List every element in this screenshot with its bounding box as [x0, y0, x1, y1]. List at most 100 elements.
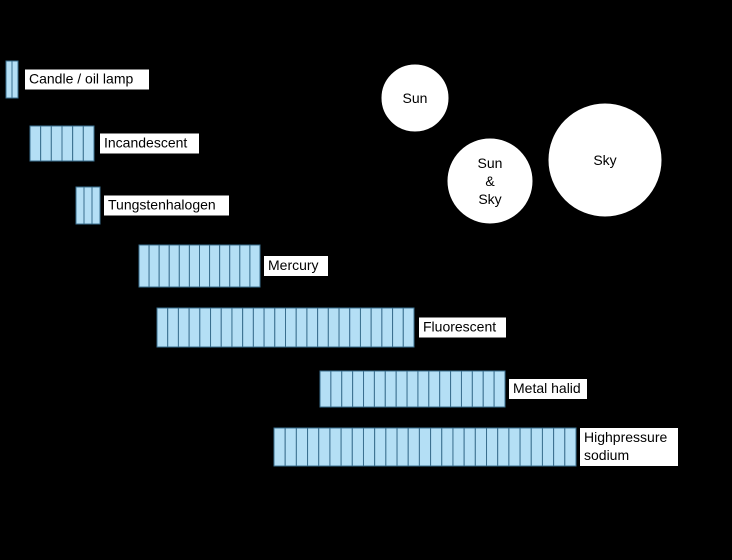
bar-segment: [392, 307, 404, 348]
bar-segment: [402, 307, 415, 348]
bar-segment: [327, 307, 340, 348]
bar-segment: [306, 307, 319, 348]
bar-segment: [178, 244, 190, 288]
bar-segment: [396, 427, 409, 467]
natural-light-sun: Sun: [380, 63, 450, 133]
bar-segment: [91, 186, 101, 225]
label-box: [419, 317, 506, 338]
label-box: [509, 379, 587, 399]
bar-segment: [229, 244, 241, 288]
bar-segment: [373, 370, 386, 408]
bar-segment: [362, 427, 376, 467]
natural-light-circles: Sun Sun & Sky Sky: [380, 63, 663, 225]
light-source-label: Incandescent: [104, 135, 187, 151]
bar-segment: [349, 307, 361, 348]
bar-segment: [497, 427, 510, 467]
bar-segment: [61, 125, 74, 162]
bar-segment: [5, 60, 13, 99]
bar-segment: [82, 125, 95, 162]
natural-light-circle: [380, 63, 450, 133]
bar-segment: [363, 370, 375, 408]
bar-segment: [210, 307, 222, 348]
bar-segment: [167, 307, 179, 348]
bar-segment: [285, 307, 297, 348]
bar-segment: [329, 427, 342, 467]
bar-segment: [72, 125, 84, 162]
bar-segment: [273, 427, 286, 467]
bar-segment: [50, 125, 63, 162]
bar-segment: [530, 427, 543, 467]
bar-segment: [541, 427, 555, 467]
light-source-highpressure-sodium: Highpressure sodium: [273, 427, 678, 467]
bar-segment: [519, 427, 532, 467]
bar-segment: [295, 427, 309, 467]
bar-segment: [407, 427, 420, 467]
light-source-label: Highpressure sodium: [584, 429, 667, 463]
bar-segment: [341, 370, 354, 408]
light-source-label: Fluorescent: [423, 319, 496, 335]
bar-segment: [359, 307, 372, 348]
bar-segment: [352, 370, 365, 408]
bar-segment: [430, 427, 443, 467]
bar-segment: [482, 370, 495, 408]
light-source-candle-oil-lamp: Candle / oil lamp: [5, 60, 149, 99]
light-source-label: Mercury: [268, 257, 319, 273]
bar-segment: [319, 370, 332, 408]
bar-segment: [338, 307, 351, 348]
bar-segment: [220, 307, 233, 348]
bar-segment: [156, 307, 169, 348]
light-source-label: Candle / oil lamp: [29, 71, 133, 87]
bar-segment: [439, 370, 452, 408]
bar-segment: [418, 427, 432, 467]
bar-segment: [381, 307, 394, 348]
bar-segment: [452, 427, 465, 467]
bar-segment: [508, 427, 521, 467]
bar-segment: [385, 427, 398, 467]
natural-light-sun-sky: Sun & Sky: [446, 137, 534, 225]
bar-segment: [417, 370, 430, 408]
light-source-mercury: Mercury: [138, 244, 328, 288]
bar-segment: [168, 244, 180, 288]
bar-segment: [177, 307, 190, 348]
bar-segment: [75, 186, 85, 225]
light-source-fluorescent: Fluorescent: [156, 307, 506, 348]
light-source-label: Tungstenhalogen: [108, 197, 216, 213]
bar-segment: [450, 370, 462, 408]
bar-segment: [351, 427, 364, 467]
label-box: [580, 428, 678, 466]
light-source-tungstenhalogen: Tungstenhalogen: [75, 186, 229, 225]
label-box: [25, 69, 149, 90]
natural-light-label: Sky: [593, 152, 616, 168]
bar-segment: [317, 307, 329, 348]
bar-segment: [370, 307, 383, 348]
bar-segment: [252, 307, 265, 348]
natural-light-circle: [547, 102, 663, 218]
natural-light-sky: Sky: [547, 102, 663, 218]
bar-segment: [158, 244, 170, 288]
bar-segment: [493, 370, 506, 408]
light-source-bars: Candle / oil lamp Incandescent Tungstenhal…: [5, 60, 678, 467]
label-box: [264, 256, 328, 276]
bar-segment: [199, 244, 211, 288]
bar-segment: [318, 427, 331, 467]
light-source-incandescent: Incandescent: [29, 125, 199, 162]
bar-segment: [239, 244, 251, 288]
bar-segment: [340, 427, 353, 467]
bar-segment: [284, 427, 297, 467]
label-box: [100, 133, 199, 154]
bar-segment: [441, 427, 454, 467]
bar-segment: [138, 244, 150, 288]
bar-segment: [83, 186, 93, 225]
bar-segment: [307, 427, 320, 467]
bar-segment: [188, 307, 201, 348]
bar-segment: [395, 370, 408, 408]
light-source-metal-halid: Metal halid: [319, 370, 587, 408]
natural-light-label: Sun & Sky: [478, 155, 503, 207]
bar-segment: [11, 60, 19, 99]
bar-segment: [486, 427, 499, 467]
label-box: [104, 195, 229, 216]
bar-segment: [474, 427, 488, 467]
bar-segment: [274, 307, 287, 348]
bar-segment: [263, 307, 276, 348]
